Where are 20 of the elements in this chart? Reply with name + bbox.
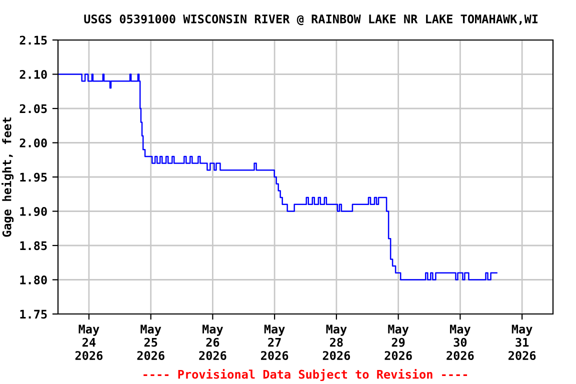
- x-tick-label: May 30 2026: [446, 324, 474, 360]
- y-tick-label: 2.15: [20, 36, 47, 45]
- y-tick-label: 1.75: [20, 310, 47, 319]
- y-tick-label: 2.00: [20, 138, 47, 148]
- x-tick-label: May 25 2026: [137, 324, 164, 360]
- y-tick-label: 1.80: [20, 275, 47, 284]
- y-tick-label: 1.95: [20, 172, 47, 182]
- y-tick-label: 1.85: [20, 241, 47, 250]
- x-tick-label: May 26 2026: [199, 324, 226, 360]
- chart-title: USGS 05391000 WISCONSIN RIVER @ RAINBOW LAKE NR LAKE TOMAHAWK,WI: [84, 14, 538, 26]
- x-tick-label: May 27 2026: [261, 324, 288, 360]
- text: ---- Provisional Data Subject to Revision ----: [144, 368, 468, 382]
- x-tick-label: May 28 2026: [322, 324, 350, 360]
- y-tick-label: 2.05: [20, 104, 47, 114]
- y-tick-label: 2.10: [20, 70, 47, 79]
- y-axis-title: Gage height, feet: [2, 118, 14, 237]
- x-tick-label: May 31 2026: [508, 324, 536, 360]
- x-tick-label: May 24 2026: [75, 324, 103, 360]
- x-tick-label: May 29 2026: [384, 324, 412, 360]
- y-tick-label: 1.90: [20, 206, 47, 216]
